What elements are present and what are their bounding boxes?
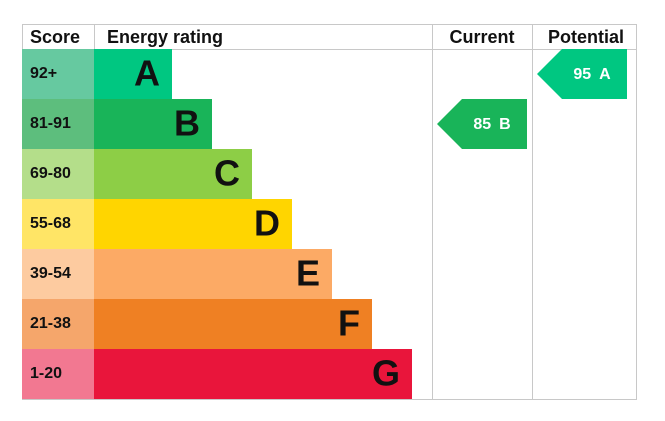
score-label: 21-38 [30, 315, 71, 332]
score-label: 39-54 [30, 265, 71, 282]
rating-letter: B [174, 103, 200, 144]
rating-bar [94, 149, 252, 199]
score-label: 81-91 [30, 115, 71, 132]
rating-letter: A [134, 53, 160, 94]
potential-label: 95 A [573, 66, 611, 83]
current-arrow [437, 99, 527, 149]
header-rating: Energy rating [107, 27, 223, 47]
current-label: 85 B [473, 116, 510, 133]
rating-letter: F [338, 303, 360, 344]
potential-arrow [537, 49, 627, 99]
score-cell [22, 49, 94, 99]
potential-value: 95 [573, 66, 591, 83]
score-cell [22, 149, 94, 199]
score-cell [22, 299, 94, 349]
score-cell [22, 99, 94, 149]
rating-bar [94, 249, 332, 299]
rating-bar [94, 199, 292, 249]
rating-bar [94, 299, 372, 349]
score-label: 1-20 [30, 365, 62, 382]
score-label: 55-68 [30, 215, 71, 232]
potential-rating: A [599, 66, 611, 83]
current-rating: B [499, 116, 511, 133]
header-current: Current [449, 27, 514, 47]
rating-bar [94, 49, 172, 99]
rating-bar [94, 349, 412, 399]
score-cell [22, 349, 94, 399]
rating-letter: E [296, 253, 320, 294]
rating-letter: D [254, 203, 280, 244]
score-label: 92+ [30, 65, 57, 82]
rating-letter: G [372, 353, 400, 394]
score-cell [22, 249, 94, 299]
score-cell [22, 199, 94, 249]
current-value: 85 [473, 116, 491, 133]
header-potential: Potential [548, 27, 624, 47]
rating-letter: C [214, 153, 240, 194]
score-label: 69-80 [30, 165, 71, 182]
rating-bar [94, 99, 212, 149]
header-score: Score [30, 27, 80, 47]
